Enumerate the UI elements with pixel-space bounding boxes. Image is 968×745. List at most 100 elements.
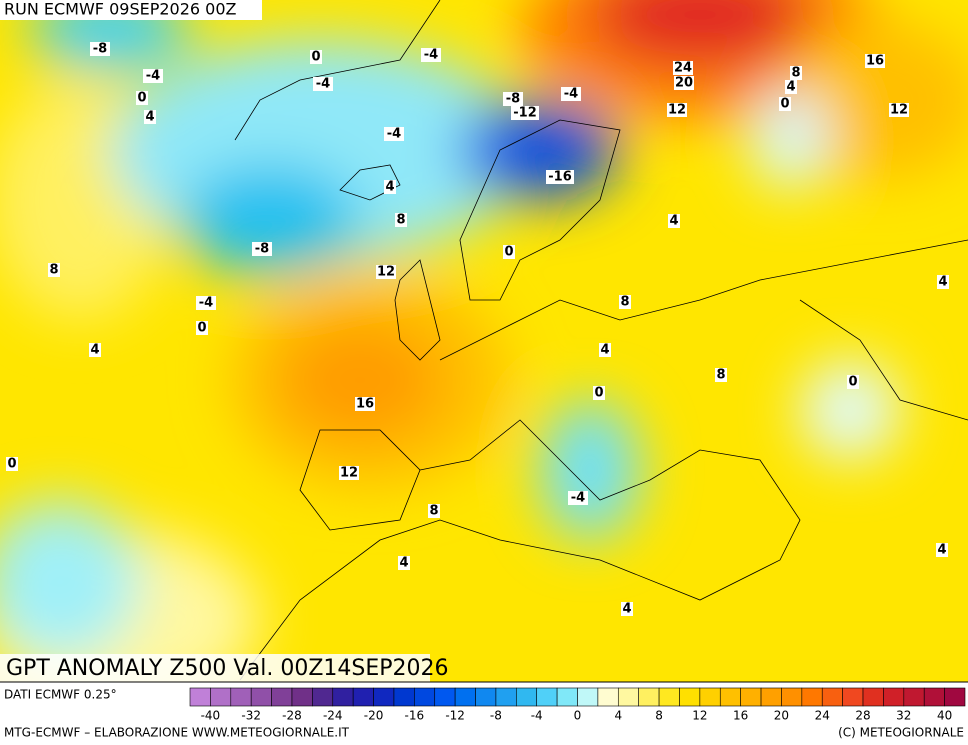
colorbar-swatch [883, 687, 905, 707]
contour-label: -4 [387, 127, 401, 142]
colorbar-swatch [781, 687, 803, 707]
colorbar-swatch [903, 687, 925, 707]
contour-label: 8 [429, 504, 438, 519]
contour-label: -4 [316, 77, 330, 92]
contour-label-box [889, 103, 909, 117]
colorbar-label: -32 [241, 709, 261, 723]
contour-label: 4 [786, 80, 795, 95]
colorbar-swatch [189, 687, 211, 707]
contour-label: 8 [396, 213, 405, 228]
contour-label: -12 [513, 106, 537, 121]
contour-label-box [339, 466, 359, 480]
colorbar-swatch [577, 687, 599, 707]
contour-label-box [48, 263, 60, 277]
colorbar-swatch [312, 687, 334, 707]
colorbar-swatch [923, 687, 945, 707]
contour-label: -4 [146, 69, 160, 84]
contour-label-box [785, 80, 797, 94]
contour-label-box [503, 92, 523, 106]
contour-label-box [561, 87, 581, 101]
contour-label: 8 [49, 263, 58, 278]
contour-label: -8 [255, 242, 269, 257]
contour-label-box [196, 321, 208, 335]
colorbar-swatch [658, 687, 680, 707]
colorbar-swatch [760, 687, 782, 707]
contour-label-box [715, 368, 727, 382]
colorbar-swatch [393, 687, 415, 707]
contour-label-box [779, 97, 791, 111]
colorbar-swatch [699, 687, 721, 707]
colorbar-swatch [210, 687, 232, 707]
contour-label: -4 [571, 491, 585, 506]
contour-label: 4 [938, 275, 947, 290]
colorbar-swatch [475, 687, 497, 707]
colorbar-swatch [536, 687, 558, 707]
legend-source: DATI ECMWF 0.25° [4, 688, 117, 702]
footer-right: (C) METEOGIORNALE [838, 726, 964, 740]
contour-label-box [847, 375, 859, 389]
contour-label-box [936, 543, 948, 557]
contour-label: 20 [675, 76, 693, 91]
colorbar-swatch [801, 687, 823, 707]
colorbar-swatch [414, 687, 436, 707]
contour-label-box [668, 214, 680, 228]
contour-label-box [252, 242, 272, 256]
colorbar-label: 28 [855, 709, 870, 723]
contour-label: 4 [90, 343, 99, 358]
contour-label-box [144, 110, 156, 124]
contour-label-box [384, 180, 396, 194]
contour-label-box [937, 275, 949, 289]
contour-label-box [90, 42, 110, 56]
colorbar-swatch [352, 687, 374, 707]
footer-left: MTG-ECMWF – ELABORAZIONE WWW.METEOGIORNA… [4, 726, 350, 740]
contour-label-box [196, 296, 216, 310]
colorbar-swatch [230, 687, 252, 707]
contour-label: 0 [311, 50, 320, 65]
colorbar-label: 4 [614, 709, 622, 723]
contour-label: -16 [548, 170, 572, 185]
contour-label: 8 [716, 368, 725, 383]
colorbar-label: -28 [282, 709, 302, 723]
colorbar-label: -8 [490, 709, 502, 723]
contour-label: 4 [622, 602, 631, 617]
contour-label-box [313, 77, 333, 91]
colorbar-label: 20 [774, 709, 789, 723]
contour-label: 8 [791, 66, 800, 81]
contour-label: 0 [848, 375, 857, 390]
colorbar-swatch [373, 687, 395, 707]
contour-label-box [568, 491, 588, 505]
contour-label-box [355, 397, 375, 411]
contour-label: -8 [506, 92, 520, 107]
contour-label: -4 [564, 87, 578, 102]
contour-label-box [89, 343, 101, 357]
contour-label: 4 [399, 556, 408, 571]
contour-label: -8 [93, 42, 107, 57]
colorbar-swatch [679, 687, 701, 707]
colorbar-swatch [332, 687, 354, 707]
contour-label-box [621, 602, 633, 616]
colorbar-label: -20 [364, 709, 384, 723]
contour-label: 4 [937, 543, 946, 558]
colorbar-swatch [454, 687, 476, 707]
colorbar-swatch [719, 687, 741, 707]
colorbar-swatch [944, 687, 966, 707]
contour-label: 24 [674, 61, 692, 76]
run-box [0, 0, 262, 20]
title-box [0, 654, 430, 682]
run-label: RUN ECMWF 09SEP2026 00Z [4, 0, 237, 19]
colorbar-label: 32 [896, 709, 911, 723]
contour-label: 0 [7, 457, 16, 472]
contour-label: 12 [890, 103, 908, 118]
contour-label-box [599, 343, 611, 357]
contour-label: 16 [356, 397, 374, 412]
anomaly-field [0, 0, 968, 682]
contour-label: -4 [424, 48, 438, 63]
contour-label: 0 [504, 245, 513, 260]
contour-label-box [384, 127, 404, 141]
contour-label-box [398, 556, 410, 570]
contour-label-box [143, 69, 163, 83]
colorbar-label: 40 [937, 709, 952, 723]
contour-label-box [593, 386, 605, 400]
contour-label: 12 [668, 103, 686, 118]
